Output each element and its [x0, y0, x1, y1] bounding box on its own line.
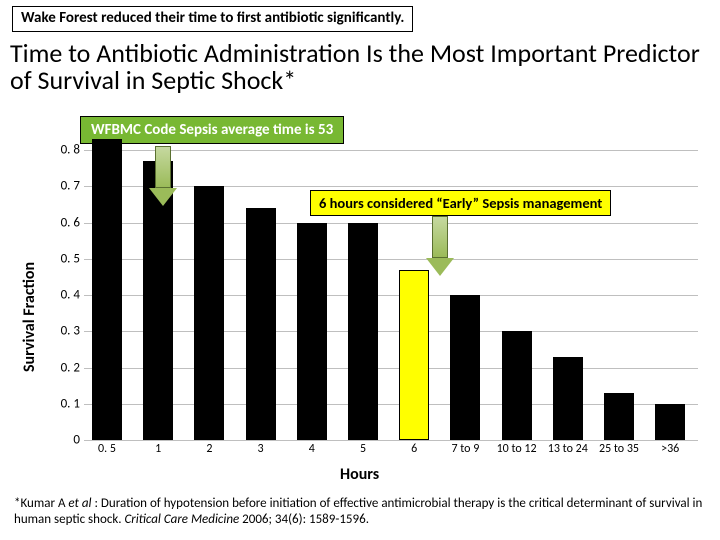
x-tick-label: 2: [206, 442, 212, 456]
x-tick-label: 10 to 12: [497, 442, 537, 456]
y-axis-label: Survival Fraction: [20, 262, 39, 372]
page-title: Time to Antibiotic Administration Is the…: [10, 40, 710, 95]
x-tick-label: 1: [155, 442, 161, 456]
y-tick-label: 0. 1: [56, 396, 80, 411]
x-tick-label: 3: [258, 442, 264, 456]
footnote-prefix: *Kumar A: [14, 496, 68, 511]
x-tick-label: 4: [309, 442, 315, 456]
x-tick-label: 13 to 24: [548, 442, 588, 456]
y-tick-label: 0. 7: [56, 179, 80, 194]
x-tick-label: 5: [360, 442, 366, 456]
arrow-down-head-icon: [426, 258, 454, 276]
banner-top: Wake Forest reduced their time to first …: [12, 6, 413, 32]
x-tick-label: 7 to 9: [451, 442, 479, 456]
bar: [348, 223, 378, 441]
arrow-down-icon: [155, 146, 171, 188]
bar: [655, 404, 685, 440]
bar: [399, 270, 429, 440]
y-tick-label: 0. 8: [56, 143, 80, 158]
arrow-down-head-icon: [149, 188, 177, 206]
early-sepsis-callout: 6 hours considered “Early” Sepsis manage…: [310, 190, 611, 216]
y-tick-label: 0. 2: [56, 360, 80, 375]
footnote-journal: Critical Care Medicine: [124, 512, 242, 527]
bar: [450, 295, 480, 440]
bar: [502, 331, 532, 440]
footnote-etal: et al: [68, 496, 91, 511]
y-tick-label: 0. 5: [56, 251, 80, 266]
x-tick-label: >36: [661, 442, 679, 456]
bar: [194, 186, 224, 440]
bar: [246, 208, 276, 440]
footnote-cite: 2006; 34(6): 1589-1596.: [242, 512, 369, 527]
arrow-down-icon: [432, 216, 448, 258]
bar: [297, 223, 327, 441]
y-tick-label: 0: [56, 433, 80, 448]
x-axis-label: Hours: [340, 465, 379, 484]
bar: [92, 139, 122, 440]
bar: [604, 393, 634, 440]
y-tick-label: 0. 4: [56, 288, 80, 303]
x-tick-label: 6: [411, 442, 417, 456]
x-tick-label: 0. 5: [98, 442, 116, 456]
y-tick-label: 0. 3: [56, 324, 80, 339]
bar: [553, 357, 583, 440]
y-tick-label: 0. 6: [56, 215, 80, 230]
grid-line: [84, 440, 698, 441]
x-tick-label: 25 to 35: [599, 442, 639, 456]
footnote: *Kumar A et al : Duration of hypotension…: [14, 496, 706, 529]
